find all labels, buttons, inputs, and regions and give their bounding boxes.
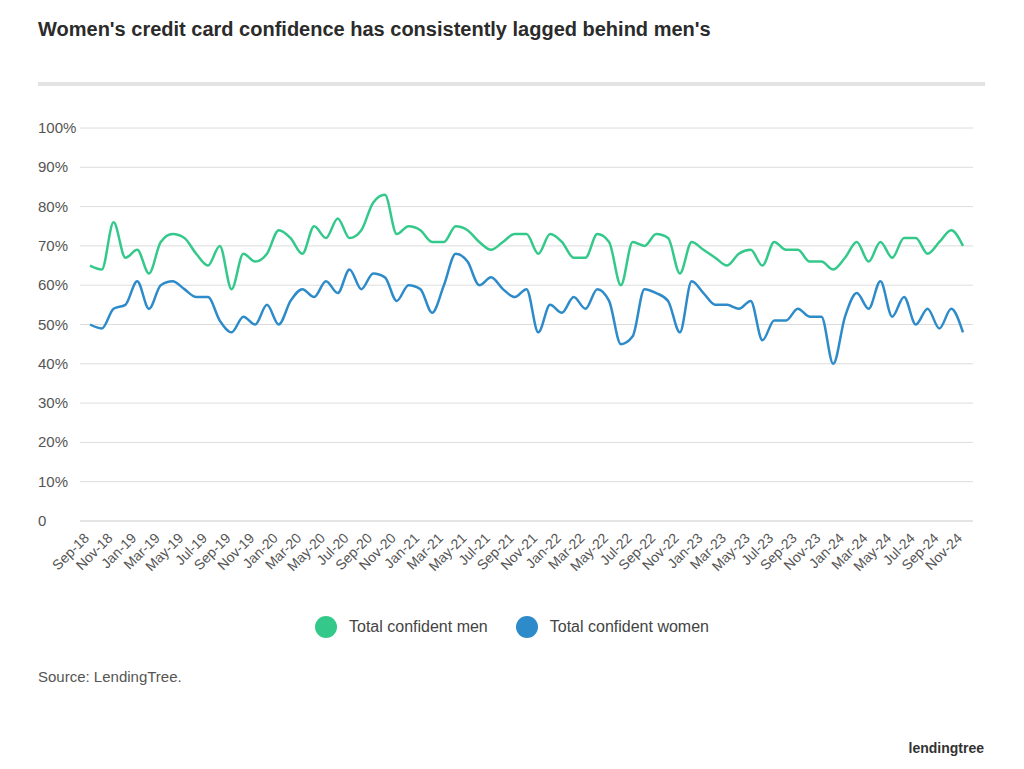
svg-text:Jul-24: Jul-24: [879, 529, 918, 569]
svg-text:Nov-21: Nov-21: [497, 529, 541, 573]
svg-text:May-23: May-23: [708, 529, 753, 575]
svg-text:Jan-19: Jan-19: [97, 529, 140, 572]
svg-text:Sep-18: Sep-18: [48, 529, 93, 574]
svg-text:May-24: May-24: [850, 529, 895, 575]
svg-text:Nov-24: Nov-24: [922, 530, 965, 573]
svg-text:Sep-22: Sep-22: [615, 529, 659, 574]
svg-text:Jul-23: Jul-23: [738, 529, 777, 569]
svg-text:Jul-22: Jul-22: [596, 529, 635, 569]
svg-text:Jan-24: Jan-24: [805, 529, 848, 572]
svg-text:30%: 30%: [38, 394, 68, 411]
svg-text:Jan-20: Jan-20: [239, 529, 281, 572]
svg-text:Mar-21: Mar-21: [403, 529, 446, 573]
svg-text:80%: 80%: [38, 198, 68, 215]
svg-text:Sep-23: Sep-23: [756, 529, 800, 574]
html-text:Total confident men: Total confident men: [349, 618, 488, 635]
svg-text:Jul-19: Jul-19: [171, 529, 211, 569]
svg-text:May-22: May-22: [566, 529, 612, 575]
html-text:lendingtree: lendingtree: [908, 740, 984, 756]
svg-text:Nov-18: Nov-18: [72, 529, 116, 573]
svg-text:40%: 40%: [38, 355, 68, 372]
svg-text:90%: 90%: [38, 158, 68, 175]
html-text:Total confident women: Total confident women: [549, 618, 709, 635]
svg-text:Nov-22: Nov-22: [638, 529, 682, 573]
svg-text:Mar-19: Mar-19: [120, 529, 163, 573]
html-text:Women's credit card confidence: Women's credit card confidence has consi…: [38, 18, 711, 40]
svg-text:Nov-19: Nov-19: [214, 529, 258, 573]
svg-text:Sep-21: Sep-21: [473, 529, 517, 574]
svg-text:Sep-24: Sep-24: [898, 529, 942, 574]
svg-text:Mar-20: Mar-20: [261, 529, 305, 573]
svg-text:Jan-23: Jan-23: [664, 529, 706, 572]
html-text:Source: LendingTree.: Source: LendingTree.: [38, 668, 182, 685]
svg-text:Sep-19: Sep-19: [190, 529, 234, 574]
svg-text:May-19: May-19: [142, 529, 187, 575]
svg-text:Mar-23: Mar-23: [686, 529, 730, 573]
svg-text:Nov-20: Nov-20: [355, 529, 399, 573]
svg-text:Mar-22: Mar-22: [544, 529, 588, 573]
svg-text:Jan-21: Jan-21: [380, 529, 423, 572]
svg-text:100%: 100%: [38, 119, 76, 136]
svg-text:0: 0: [38, 512, 46, 529]
svg-text:70%: 70%: [38, 237, 68, 254]
svg-text:60%: 60%: [38, 276, 68, 293]
svg-text:Jan-22: Jan-22: [522, 529, 564, 572]
svg-text:May-21: May-21: [425, 529, 470, 575]
svg-text:Jul-21: Jul-21: [454, 529, 494, 569]
svg-text:May-20: May-20: [283, 529, 329, 575]
svg-text:Jul-20: Jul-20: [313, 529, 352, 569]
svg-text:Sep-20: Sep-20: [332, 529, 376, 574]
svg-text:20%: 20%: [38, 433, 68, 450]
svg-text:Mar-24: Mar-24: [828, 529, 871, 573]
svg-text:10%: 10%: [38, 473, 68, 490]
svg-text:Nov-23: Nov-23: [780, 529, 824, 573]
svg-text:50%: 50%: [38, 316, 68, 333]
